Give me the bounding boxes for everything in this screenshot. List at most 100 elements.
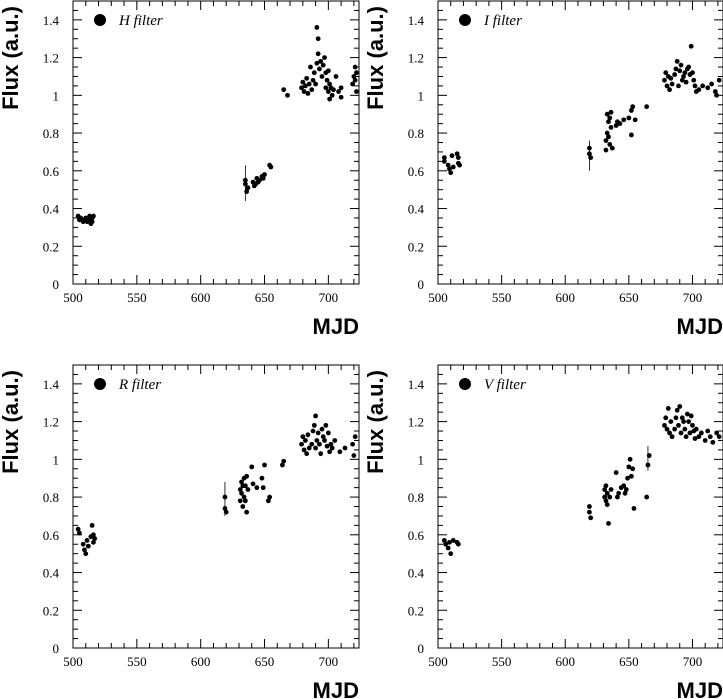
data-point <box>604 502 610 508</box>
x-tick-label: 500 <box>428 654 448 669</box>
data-point <box>242 483 248 489</box>
data-point <box>628 108 634 113</box>
data-point <box>608 109 614 115</box>
data-point <box>309 87 315 93</box>
data-point <box>260 175 266 181</box>
data-point <box>450 164 456 170</box>
data-point <box>609 145 615 151</box>
data-point <box>445 162 451 168</box>
y-tick-label: 1 <box>418 88 425 103</box>
data-point <box>299 85 304 91</box>
data-point <box>692 436 698 441</box>
y-tick-label: 0.4 <box>408 566 425 581</box>
data-point <box>645 462 651 468</box>
data-point <box>587 145 592 151</box>
data-point <box>242 181 248 187</box>
data-point <box>281 458 287 464</box>
data-point <box>308 64 313 70</box>
data-point <box>665 405 671 411</box>
data-point <box>306 81 312 87</box>
data-point <box>327 96 333 102</box>
y-tick-label: 0.4 <box>43 566 60 581</box>
data-point <box>622 490 628 496</box>
data-point <box>75 526 81 532</box>
x-tick-label: 550 <box>127 290 147 305</box>
data-point <box>705 428 711 434</box>
data-point <box>448 551 454 557</box>
y-tick-label: 0 <box>53 277 60 292</box>
data-point <box>262 462 267 468</box>
data-point <box>630 104 636 110</box>
data-point <box>679 77 685 83</box>
data-point <box>315 430 321 436</box>
y-tick-label: 1.2 <box>43 51 59 66</box>
data-point <box>686 419 692 424</box>
data-point <box>663 70 669 76</box>
data-point <box>604 130 610 136</box>
data-point <box>311 422 317 428</box>
x-axis-title: MJD <box>313 678 359 699</box>
data-point <box>712 89 718 94</box>
data-point <box>222 494 228 500</box>
data-point <box>85 217 91 223</box>
data-point <box>244 509 250 515</box>
data-point <box>331 87 336 93</box>
data-point <box>350 441 356 447</box>
y-tick-label: 1 <box>53 452 60 467</box>
data-point <box>237 498 243 504</box>
x-tick-label: 550 <box>492 654 512 669</box>
legend-marker <box>459 378 471 390</box>
data-point <box>683 79 689 85</box>
data-point <box>669 434 675 440</box>
data-point <box>690 422 695 428</box>
panel-i-filter: 500 550 600 650 700 0 0.2 0.4 0.6 0.8 1 1.2 1.4 MJD Fl… <box>363 0 723 339</box>
data-point <box>302 438 308 443</box>
data-point <box>441 538 447 543</box>
data-point <box>327 81 333 87</box>
data-point <box>447 539 452 545</box>
data-point <box>587 509 592 515</box>
data-point <box>323 85 329 91</box>
data-point <box>241 494 247 500</box>
data-point <box>603 498 609 504</box>
data-point <box>306 445 312 451</box>
x-tick-label: 600 <box>555 290 575 305</box>
data-point <box>327 449 333 455</box>
data-point <box>302 83 308 89</box>
data-point <box>332 438 338 443</box>
data-point <box>333 74 339 79</box>
data-point <box>92 536 98 541</box>
x-tick-label: 700 <box>319 654 339 669</box>
data-point <box>686 64 692 70</box>
data-point <box>313 81 318 87</box>
data-point <box>324 443 330 449</box>
x-tick-label: 650 <box>619 654 639 669</box>
data-point <box>279 462 285 468</box>
data-point <box>607 115 613 121</box>
data-point <box>667 430 672 436</box>
data-point <box>244 189 250 194</box>
data-point <box>454 151 460 157</box>
y-tick-label: 0.8 <box>408 126 424 141</box>
y-tick-label: 1.4 <box>408 377 425 392</box>
data-point <box>260 485 266 491</box>
data-point <box>676 83 681 89</box>
y-axis-title: Flux (a.u.) <box>0 370 23 474</box>
data-point <box>621 117 627 123</box>
data-point <box>89 219 95 225</box>
x-tick-label: 600 <box>191 290 211 305</box>
data-point <box>662 422 667 428</box>
data-point <box>628 132 634 138</box>
data-point <box>681 74 686 79</box>
data-point <box>709 81 714 87</box>
data-point <box>336 89 341 94</box>
data-point <box>668 419 674 424</box>
data-point <box>441 158 447 164</box>
data-point <box>314 60 320 66</box>
data-point <box>602 487 608 492</box>
x-tick-label: 700 <box>683 290 703 305</box>
data-point <box>613 123 619 128</box>
x-tick-label: 500 <box>63 654 83 669</box>
legend-label: H filter <box>118 13 163 29</box>
